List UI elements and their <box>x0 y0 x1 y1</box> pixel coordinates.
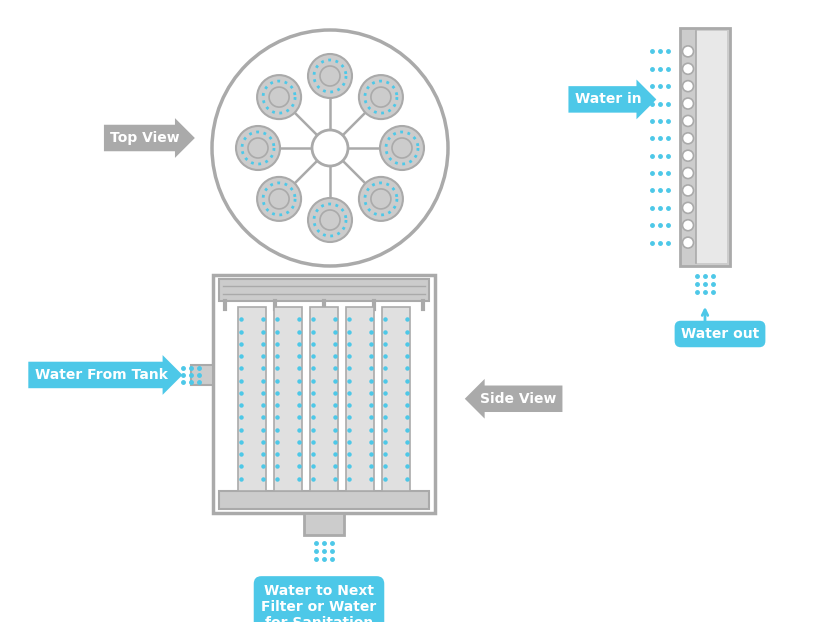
Text: Top View: Top View <box>110 131 180 145</box>
Text: Water From Tank: Water From Tank <box>34 368 167 382</box>
Circle shape <box>682 202 694 213</box>
Bar <box>191 365 213 385</box>
Text: Water to Next
Filter or Water
for Sanitation: Water to Next Filter or Water for Sanita… <box>262 584 377 622</box>
Circle shape <box>320 66 340 86</box>
Bar <box>382 307 410 491</box>
Circle shape <box>682 220 694 231</box>
Circle shape <box>257 177 301 221</box>
Circle shape <box>248 138 268 158</box>
Circle shape <box>308 198 352 242</box>
Circle shape <box>212 30 448 266</box>
Text: Side View: Side View <box>480 392 556 406</box>
Bar <box>304 513 344 535</box>
Bar <box>219 491 429 509</box>
Bar <box>310 307 338 491</box>
Circle shape <box>312 130 348 166</box>
Text: Water in: Water in <box>575 93 641 106</box>
Bar <box>274 307 302 491</box>
Circle shape <box>236 126 280 170</box>
Bar <box>213 275 435 513</box>
Circle shape <box>308 54 352 98</box>
Circle shape <box>380 126 424 170</box>
Circle shape <box>682 116 694 126</box>
Circle shape <box>682 98 694 109</box>
Circle shape <box>682 81 694 91</box>
Circle shape <box>682 63 694 74</box>
Circle shape <box>320 210 340 230</box>
Bar <box>346 307 374 491</box>
Circle shape <box>269 189 289 209</box>
Circle shape <box>682 150 694 161</box>
Circle shape <box>392 138 412 158</box>
Bar <box>219 279 429 301</box>
Bar <box>238 307 266 491</box>
Circle shape <box>257 75 301 119</box>
Circle shape <box>371 189 391 209</box>
Circle shape <box>269 87 289 107</box>
Bar <box>680 28 730 266</box>
Text: Water out: Water out <box>681 327 759 341</box>
Bar <box>696 31 727 263</box>
Circle shape <box>682 185 694 196</box>
Circle shape <box>682 167 694 179</box>
Circle shape <box>682 133 694 144</box>
Circle shape <box>371 87 391 107</box>
Circle shape <box>682 46 694 57</box>
Circle shape <box>682 237 694 248</box>
Circle shape <box>359 177 403 221</box>
Circle shape <box>359 75 403 119</box>
